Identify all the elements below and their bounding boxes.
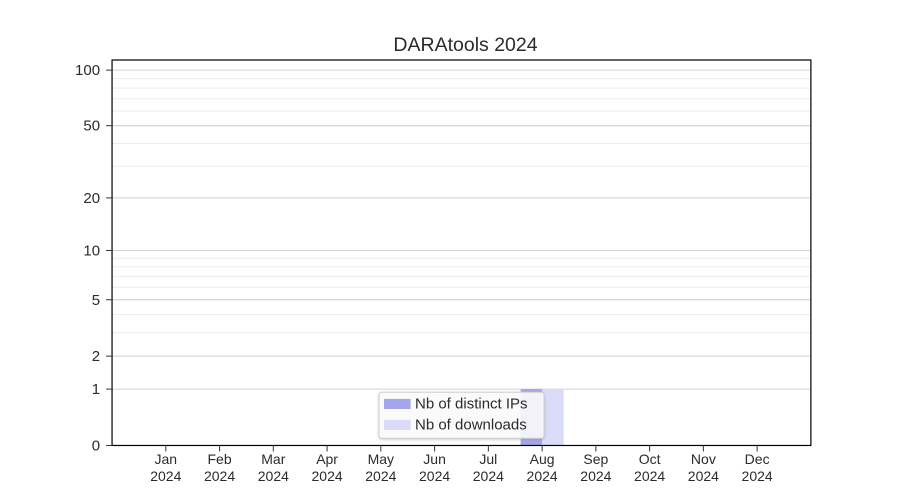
svg-text:2024: 2024 xyxy=(580,468,611,484)
svg-text:Oct: Oct xyxy=(639,451,661,467)
svg-text:10: 10 xyxy=(83,243,100,260)
svg-text:2024: 2024 xyxy=(742,468,773,484)
svg-text:2024: 2024 xyxy=(365,468,396,484)
svg-text:2: 2 xyxy=(92,348,100,365)
svg-text:Mar: Mar xyxy=(261,451,285,467)
svg-text:100: 100 xyxy=(75,62,100,79)
svg-text:2024: 2024 xyxy=(634,468,665,484)
svg-text:2024: 2024 xyxy=(419,468,450,484)
svg-text:Nb of distinct IPs: Nb of distinct IPs xyxy=(415,395,528,412)
svg-text:Nb of downloads: Nb of downloads xyxy=(415,416,527,433)
svg-text:Aug: Aug xyxy=(530,451,555,467)
svg-text:Jun: Jun xyxy=(423,451,446,467)
svg-text:2024: 2024 xyxy=(150,468,181,484)
svg-text:2024: 2024 xyxy=(204,468,235,484)
svg-text:2024: 2024 xyxy=(473,468,504,484)
svg-text:Jan: Jan xyxy=(155,451,178,467)
svg-text:2024: 2024 xyxy=(688,468,719,484)
svg-text:5: 5 xyxy=(92,292,100,309)
svg-text:2024: 2024 xyxy=(312,468,343,484)
svg-text:May: May xyxy=(368,451,394,467)
svg-text:Sep: Sep xyxy=(583,451,608,467)
svg-text:Nov: Nov xyxy=(691,451,716,467)
svg-text:Jul: Jul xyxy=(479,451,497,467)
svg-text:2024: 2024 xyxy=(527,468,558,484)
svg-text:Dec: Dec xyxy=(745,451,770,467)
svg-text:50: 50 xyxy=(83,118,100,135)
svg-text:20: 20 xyxy=(83,190,100,207)
svg-text:0: 0 xyxy=(92,438,100,455)
svg-text:Feb: Feb xyxy=(208,451,232,467)
svg-text:DARAtools 2024: DARAtools 2024 xyxy=(393,34,537,56)
svg-text:Apr: Apr xyxy=(316,451,338,467)
svg-text:2024: 2024 xyxy=(258,468,289,484)
svg-text:1: 1 xyxy=(92,381,100,398)
